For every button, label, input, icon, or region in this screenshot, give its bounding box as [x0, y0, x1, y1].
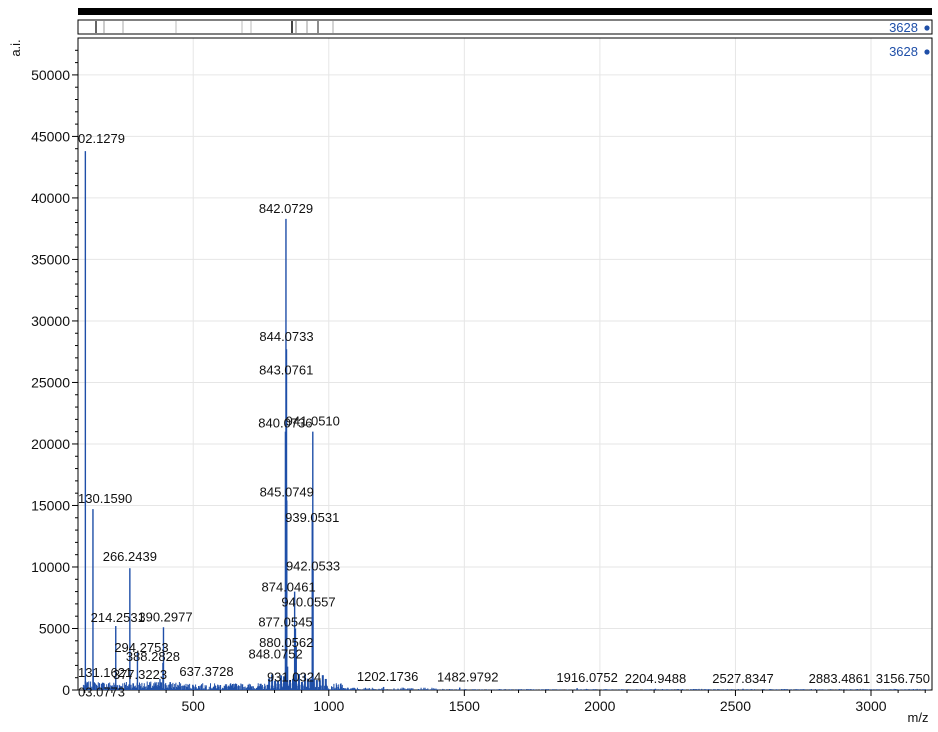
peak-label: 131.1621: [78, 665, 132, 680]
peak-label: 2204.9488: [625, 671, 686, 686]
peak-label: 388.2828: [126, 649, 180, 664]
y-tick-label: 15000: [31, 497, 70, 513]
peak-labels: 02.1279 130.1590 131.1621 03.0773 214.2531 26…: [78, 131, 930, 699]
peak-label: 941.0510: [286, 414, 340, 429]
peak-label: 1482.9792: [437, 670, 498, 685]
noise-trace: [82, 681, 930, 690]
peak-label: 877.0545: [258, 614, 312, 629]
y-tick-label: 5000: [39, 620, 70, 636]
x-tick-label: 2500: [720, 698, 751, 714]
peak-label: 1202.1736: [357, 669, 418, 684]
peak-label: 874.0461: [262, 580, 316, 595]
overview-frame: [77, 19, 933, 35]
overview-marker-icon: [924, 25, 930, 31]
peak-label: 2527.8347: [712, 671, 773, 686]
y-axis-title: a.i.: [8, 39, 23, 56]
peak-label: 266.2439: [103, 549, 157, 564]
grid: [78, 38, 932, 690]
peak-label: 377.3223: [113, 667, 167, 682]
baseline-noise: [82, 674, 930, 690]
x-tick-label: 500: [182, 698, 206, 714]
y-axis: 0 5000 10000 15000 20000 25000 30000 35000 40000…: [31, 49, 78, 698]
peak-label: 390.2977: [138, 609, 192, 624]
x-axis: 500 1000 1500 2000 2500 3000: [84, 690, 926, 714]
peak-label: 843.0761: [259, 362, 313, 377]
x-tick-label: 1000: [313, 698, 344, 714]
peak-label: 2883.4861: [809, 671, 870, 686]
peak-label: 1916.0752: [556, 670, 617, 685]
peak-label: 130.1590: [78, 491, 132, 506]
x-axis-title: m/z: [908, 710, 929, 725]
peak-label: 939.0531: [285, 510, 339, 525]
y-tick-label: 0: [62, 682, 70, 698]
spectrum-marker-icon: [924, 49, 930, 55]
x-tick-label: 3000: [855, 698, 886, 714]
peak-label: 844.0733: [259, 329, 313, 344]
overview-label: 3628: [889, 20, 918, 35]
peak-label: 637.3728: [179, 664, 233, 679]
peak-label: 940.0557: [281, 594, 335, 609]
peak-label: 03.0773: [78, 684, 125, 699]
y-tick-label: 10000: [31, 559, 70, 575]
peak-label: 931.0324: [267, 669, 321, 684]
y-tick-label: 30000: [31, 313, 70, 329]
y-tick-label: 50000: [31, 67, 70, 83]
peak-label: 942.0533: [286, 559, 340, 574]
overview-ticks: [95, 21, 334, 33]
y-tick-label: 35000: [31, 251, 70, 267]
y-tick-label: 20000: [31, 436, 70, 452]
peaks: [84, 151, 915, 690]
peak-label: 845.0749: [260, 485, 314, 500]
x-tick-label: 2000: [584, 698, 615, 714]
peak-label: 02.1279: [78, 131, 125, 146]
y-tick-label: 45000: [31, 128, 70, 144]
peak-label: 842.0729: [259, 201, 313, 216]
peak-label: 880.0562: [259, 635, 313, 650]
y-tick-label: 25000: [31, 374, 70, 390]
peak-label: 3156.750: [876, 671, 930, 686]
top-black-bar: [78, 8, 932, 15]
peak-label: 294.2753: [114, 640, 168, 655]
x-tick-label: 1500: [449, 698, 480, 714]
spectrum-label: 3628: [889, 44, 918, 59]
peak-label: 840.0736: [258, 416, 312, 431]
y-tick-label: 40000: [31, 190, 70, 206]
peak-label: 848.0752: [248, 647, 302, 662]
overview-strip[interactable]: 3628: [77, 19, 933, 35]
peak-label: 214.2531: [91, 610, 145, 625]
plot-frame: [77, 37, 933, 691]
